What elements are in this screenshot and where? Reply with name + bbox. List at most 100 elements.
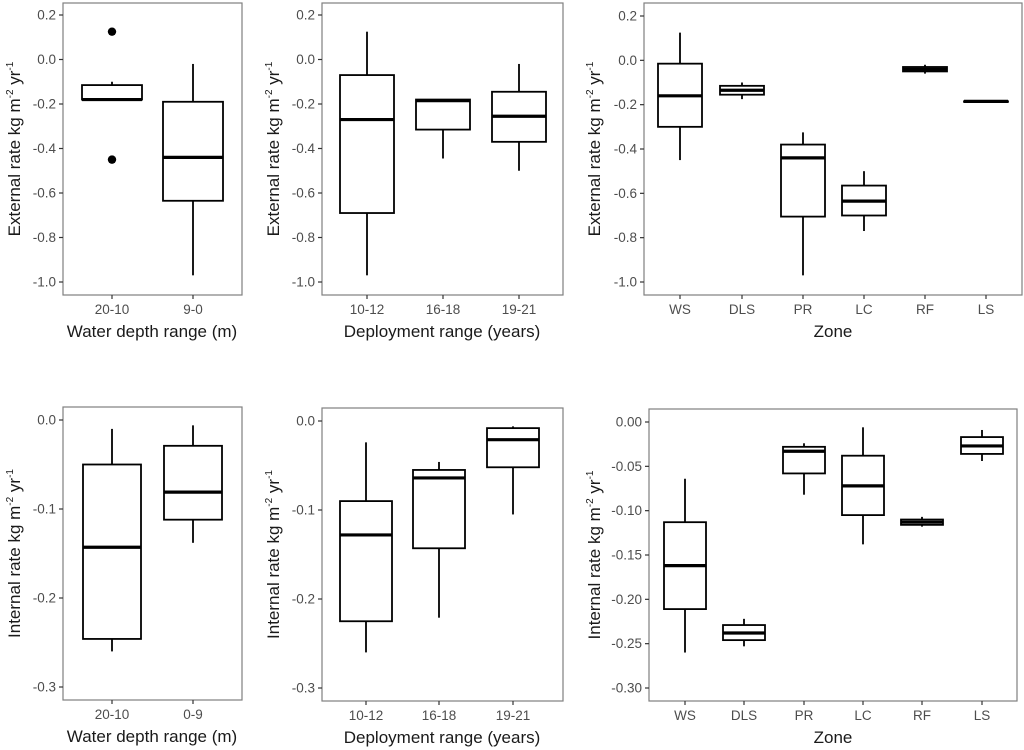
x-tick-label: WS xyxy=(674,708,696,723)
x-tick-label: 20-10 xyxy=(95,302,130,317)
box-RF xyxy=(902,64,948,74)
y-tick-label: -0.8 xyxy=(33,230,56,245)
box-10-12 xyxy=(339,31,395,276)
x-tick-label: 0-9 xyxy=(183,707,203,722)
y-tick-label: -0.8 xyxy=(292,230,315,245)
x-tick-label: 9-0 xyxy=(183,302,203,317)
y-axis-label: Internal rate kg m-2 yr-1 xyxy=(264,470,283,639)
y-tick-label: -0.05 xyxy=(611,459,642,474)
y-axis-label: Internal rate kg m-2 yr-1 xyxy=(585,470,604,639)
box-RF xyxy=(900,516,944,527)
y-tick-label: -0.4 xyxy=(292,141,316,156)
y-tick-label: 0.00 xyxy=(616,415,642,430)
iqr-box xyxy=(82,463,142,640)
box-9-0 xyxy=(162,63,224,276)
y-tick-label: -0.2 xyxy=(33,97,56,112)
x-axis-label: Zone xyxy=(814,728,853,747)
box-WS xyxy=(663,478,707,653)
box-19-21 xyxy=(486,426,540,515)
y-tick-label: 0.0 xyxy=(296,52,315,67)
iqr-box xyxy=(339,500,393,623)
x-tick-label: 19-21 xyxy=(502,302,537,317)
iqr-box xyxy=(780,143,826,218)
panel-internal-zone: 0.00 -0.05 -0.10 -0.15 -0.20 -0.25 -0.30 WS DLS P… xyxy=(585,408,1018,747)
x-tick-label: RF xyxy=(916,302,934,317)
y-axis-label: External rate kg m-2 yr-1 xyxy=(585,61,604,236)
y-tick-label: -0.25 xyxy=(611,636,642,651)
x-tick-label: 19-21 xyxy=(496,708,531,723)
y-tick-label: 0.0 xyxy=(618,53,637,68)
y-tick-label: -1.0 xyxy=(33,275,56,290)
x-tick-label: 10-12 xyxy=(349,708,384,723)
y-tick-label: -0.6 xyxy=(33,186,56,201)
iqr-box xyxy=(163,444,223,521)
y-tick-label: -0.1 xyxy=(33,502,56,517)
x-axis-label: Zone xyxy=(814,322,853,341)
box-LS xyxy=(963,99,1009,103)
y-tick-label: -1.0 xyxy=(614,275,637,290)
x-axis-label: Deployment range (years) xyxy=(344,728,541,747)
y-axis-label: External rate kg m-2 yr-1 xyxy=(5,61,24,236)
x-tick-label: DLS xyxy=(731,708,757,723)
box-10-12 xyxy=(339,442,393,653)
y-tick-label: -0.15 xyxy=(611,548,642,563)
x-tick-label: LS xyxy=(978,302,995,317)
y-axis-label: Internal rate kg m-2 yr-1 xyxy=(5,469,24,638)
x-tick-label: 16-18 xyxy=(422,708,457,723)
x-tick-label: LC xyxy=(855,302,873,317)
y-tick-label: -0.1 xyxy=(292,503,315,518)
y-tick-label: 0.0 xyxy=(37,413,56,428)
y-tick-label: -0.2 xyxy=(292,592,315,607)
y-tick-label: -0.10 xyxy=(611,503,642,518)
y-tick-label: -0.2 xyxy=(614,97,637,112)
y-tick-label: -1.0 xyxy=(292,275,315,290)
x-tick-label: WS xyxy=(669,302,691,317)
box-LS xyxy=(960,429,1004,462)
outlier-point xyxy=(107,27,117,36)
y-tick-label: -0.20 xyxy=(611,592,642,607)
panel-external-deployment: 0.2 0.0 -0.2 -0.4 -0.6 -0.8 -1.0 10-12 16-18 19-2… xyxy=(264,2,564,341)
iqr-box xyxy=(162,100,224,202)
x-tick-label: LC xyxy=(854,708,872,723)
y-tick-label: 0.2 xyxy=(37,8,56,23)
box-DLS xyxy=(722,618,766,647)
x-tick-label: 20-10 xyxy=(95,707,130,722)
box-LC xyxy=(841,171,887,232)
panel-external-zone: 0.2 0.0 -0.2 -0.4 -0.6 -0.8 -1.0 WS DLS PR LC RF LS Z… xyxy=(585,2,1023,341)
y-tick-label: 0.0 xyxy=(296,414,315,429)
y-tick-label: -0.4 xyxy=(614,142,638,157)
y-tick-label: 0.0 xyxy=(37,52,56,67)
y-tick-label: -0.2 xyxy=(33,591,56,606)
x-tick-label: 10-12 xyxy=(350,302,385,317)
y-tick-label: -0.30 xyxy=(611,681,642,696)
y-tick-label: -0.6 xyxy=(614,186,637,201)
x-axis-label: Deployment range (years) xyxy=(344,322,541,341)
x-tick-label: DLS xyxy=(729,302,755,317)
box-DLS xyxy=(719,82,765,100)
box-PR xyxy=(782,443,826,495)
y-tick-label: -0.3 xyxy=(292,681,315,696)
box-16-18 xyxy=(415,98,471,159)
y-tick-label: 0.2 xyxy=(618,9,637,24)
box-19-21 xyxy=(491,63,547,171)
box-WS xyxy=(657,32,703,161)
y-tick-label: -0.4 xyxy=(33,141,57,156)
iqr-box xyxy=(415,98,471,131)
box-PR xyxy=(780,132,826,276)
y-tick-label: -0.3 xyxy=(33,680,56,695)
y-tick-label: -0.8 xyxy=(614,230,637,245)
plot-frame xyxy=(648,408,1018,702)
x-tick-label: RF xyxy=(913,708,931,723)
x-tick-label: PR xyxy=(795,708,814,723)
y-tick-label: 0.2 xyxy=(296,8,315,23)
x-tick-label: 16-18 xyxy=(426,302,461,317)
y-tick-label: -0.6 xyxy=(292,186,315,201)
iqr-box xyxy=(412,469,466,550)
panel-internal-depth: 0.0 -0.1 -0.2 -0.3 20-10 0-9 Water depth range… xyxy=(5,406,243,746)
x-tick-label: PR xyxy=(794,302,813,317)
box-20-10 xyxy=(82,428,142,652)
x-tick-label: LS xyxy=(974,708,991,723)
box-LC xyxy=(841,427,885,545)
x-axis-label: Water depth range (m) xyxy=(67,727,237,746)
